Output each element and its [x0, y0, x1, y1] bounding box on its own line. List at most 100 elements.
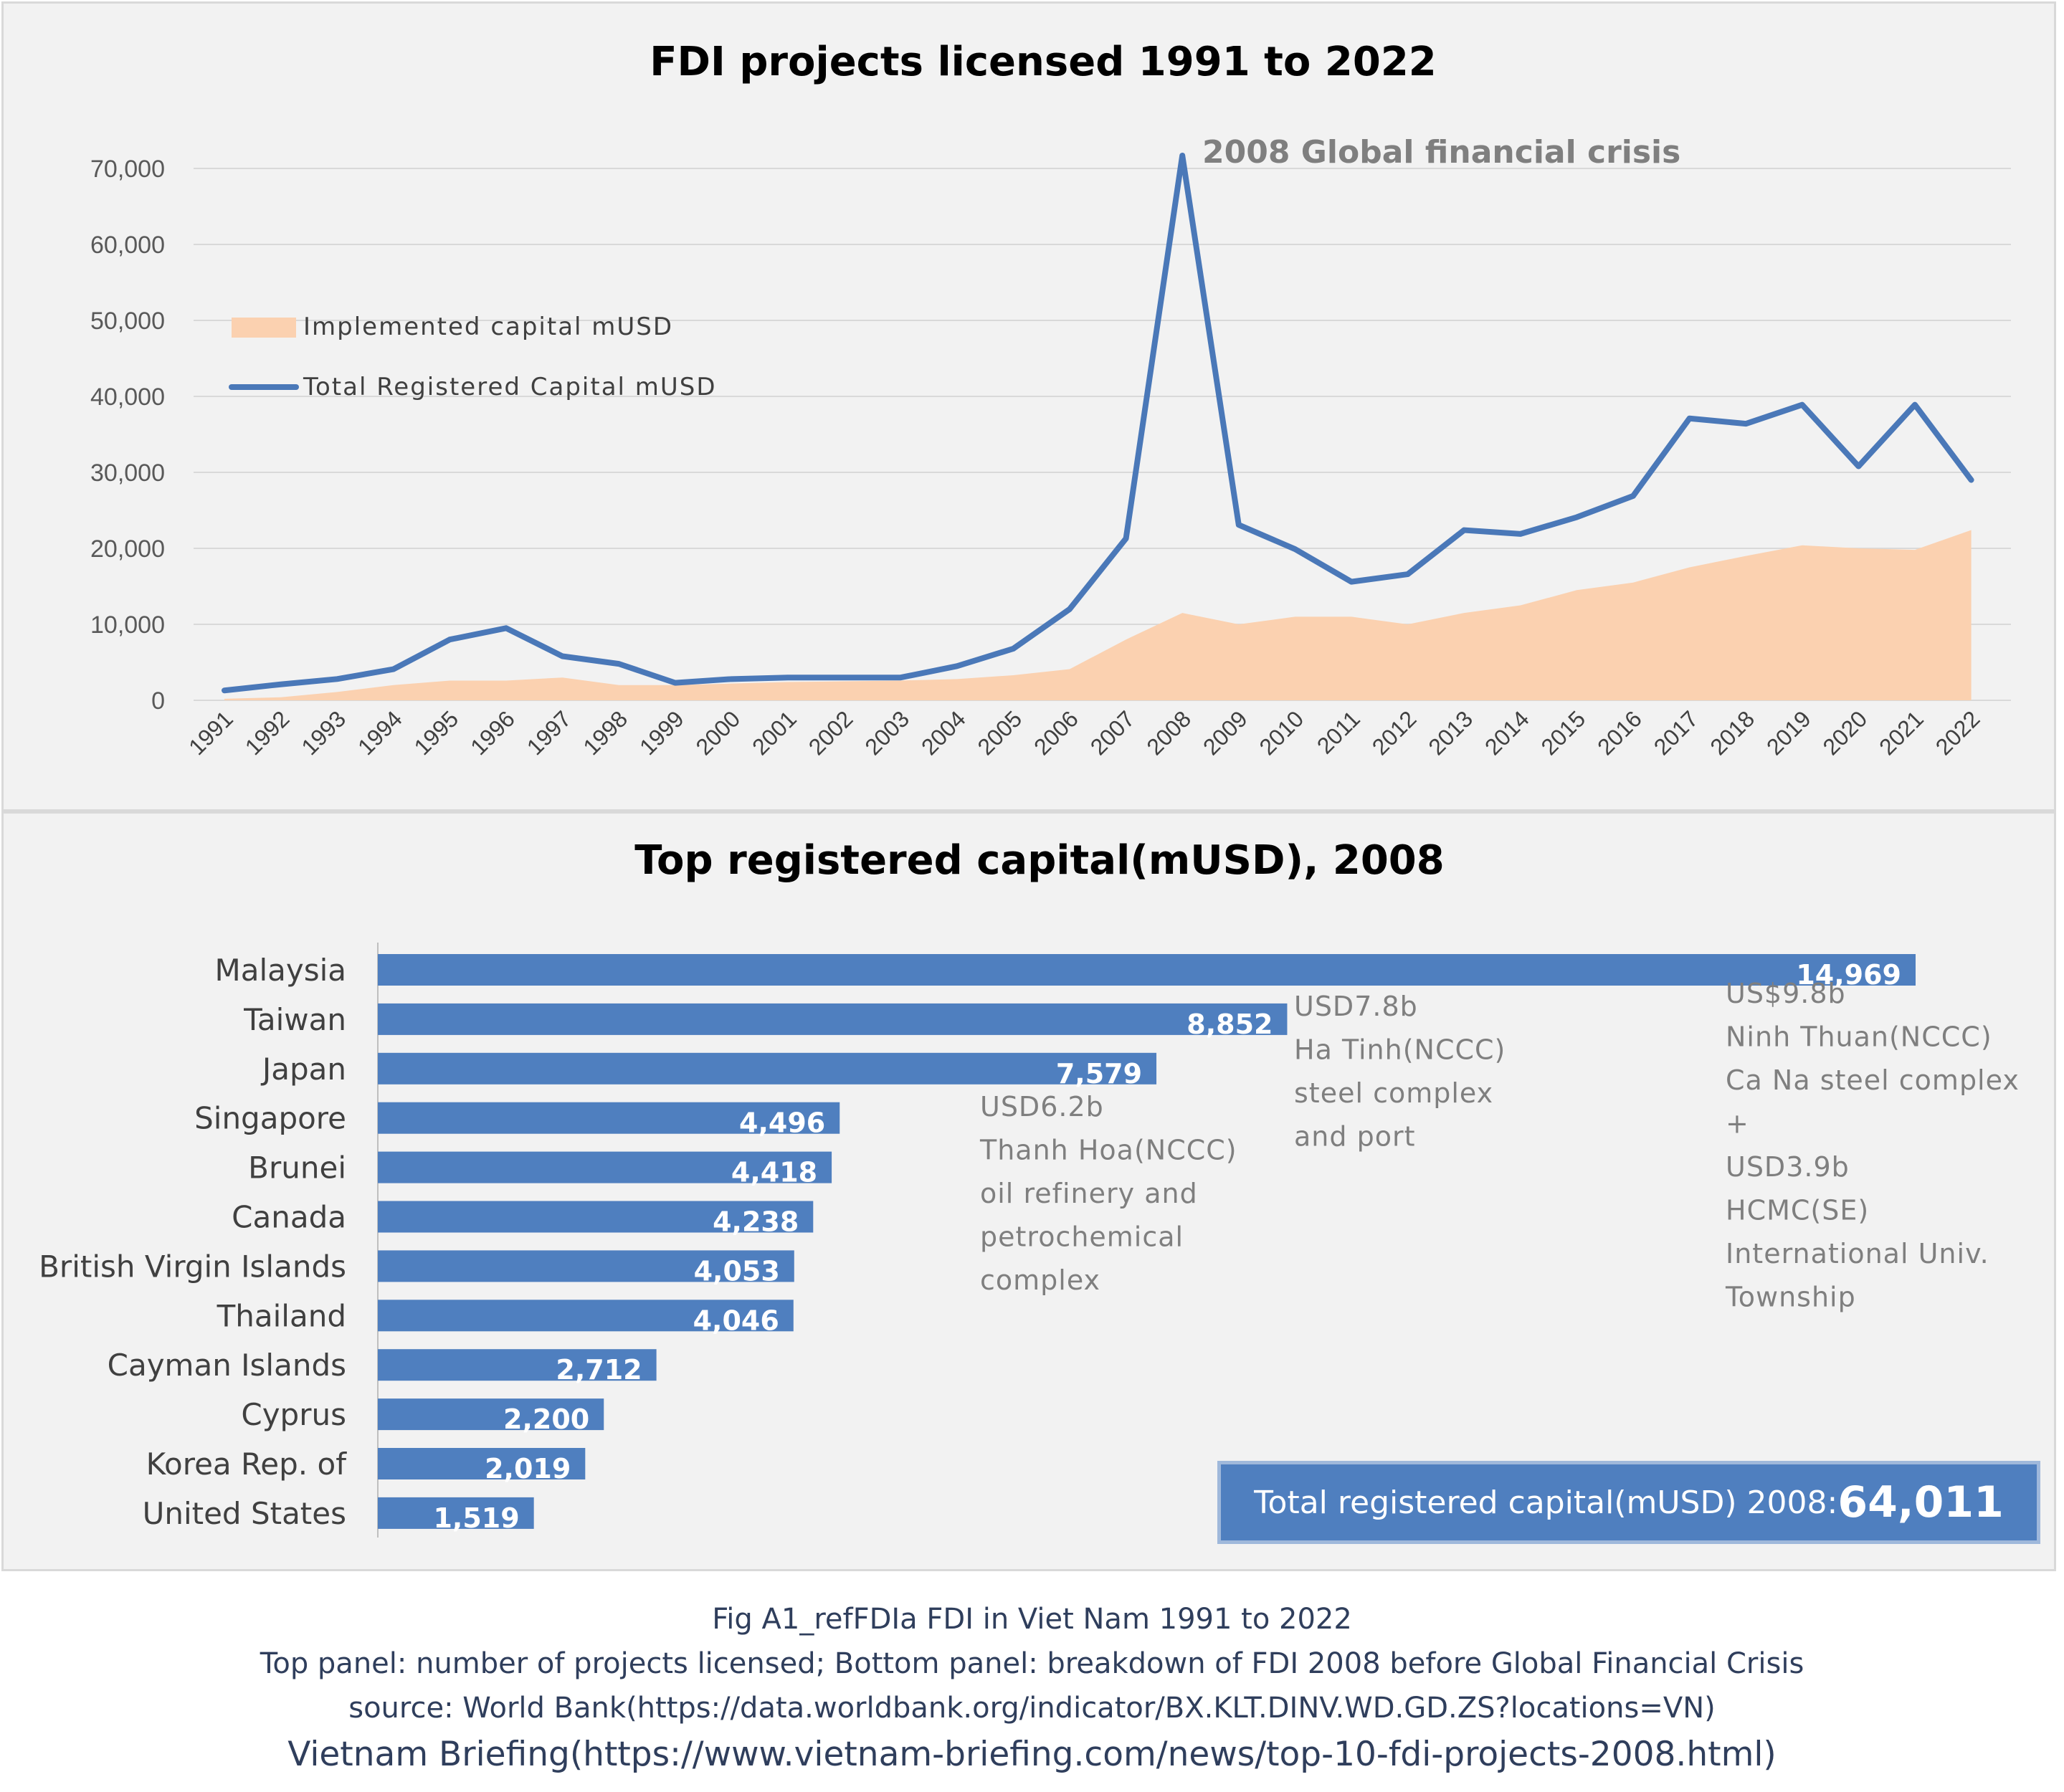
- project-note-line: +: [1726, 1108, 1749, 1140]
- category-label: Japan: [260, 1052, 346, 1087]
- project-note-line: Ca Na steel complex: [1726, 1064, 2020, 1096]
- bar-value-label: 4,496: [739, 1107, 825, 1139]
- bar: [378, 1448, 586, 1479]
- category-label: Brunei: [248, 1150, 346, 1186]
- x-tick-label: 2005: [973, 705, 1027, 760]
- bar: [378, 1102, 840, 1134]
- caption-line-3: source: World Bank(https://data.worldban…: [348, 1692, 1716, 1725]
- x-tick-label: 2020: [1818, 705, 1873, 760]
- category-label: British Virgin Islands: [39, 1249, 346, 1284]
- x-tick-label: 2010: [1255, 705, 1309, 760]
- y-tick-label: 20,000: [90, 535, 165, 563]
- total-registered-capital-box: Total registered capital(mUSD) 2008: 64,0…: [1217, 1461, 2040, 1544]
- category-label: Taiwan: [243, 1002, 346, 1037]
- bar-value-label: 8,852: [1186, 1009, 1273, 1040]
- line-chart-line-layer: [222, 152, 1974, 694]
- x-tick-label: 2000: [691, 705, 746, 760]
- x-tick-label: 2015: [1536, 705, 1591, 760]
- x-tick-label: 2012: [1367, 705, 1422, 760]
- category-label: Thailand: [217, 1298, 346, 1333]
- category-label: Singapore: [194, 1101, 346, 1136]
- y-tick-label: 10,000: [90, 611, 165, 639]
- project-note-line: Ha Tinh(NCCC): [1294, 1034, 1506, 1066]
- figure-caption: Fig A1_refFDIa FDI in Viet Nam 1991 to 2…: [0, 1597, 2064, 1779]
- category-label: Canada: [232, 1200, 346, 1235]
- category-label: Cyprus: [241, 1397, 346, 1432]
- bar: [378, 1201, 814, 1233]
- bar: [378, 1497, 534, 1529]
- total-label: Total registered capital(mUSD) 2008:: [1254, 1484, 1838, 1521]
- bar: [378, 1052, 1157, 1085]
- project-note-line: complex: [980, 1264, 1100, 1296]
- legend-label-implemented: Implemented capital mUSD: [303, 313, 673, 341]
- project-note-line: Township: [1725, 1282, 1856, 1313]
- bottom-chart-panel: Top registered capital(mUSD), 2008 Malay…: [1, 811, 2056, 1571]
- bar-chart-bars: Malaysia 14,969 Taiwan 8,852 Japan 7,579 Singa…: [39, 953, 1916, 1534]
- bar-chart-notes: USD6.2b Thanh Hoa(NCCC) oil refinery and pe…: [979, 978, 2020, 1313]
- x-tick-label: 2017: [1649, 705, 1703, 760]
- project-note-line: Thanh Hoa(NCCC): [979, 1135, 1237, 1166]
- bar-value-label: 2,200: [503, 1403, 589, 1435]
- x-tick-label: 2003: [860, 705, 914, 760]
- bar-value-label: 2,019: [485, 1453, 571, 1484]
- x-tick-label: 2002: [804, 705, 858, 760]
- bar-value-label: 2,712: [556, 1354, 642, 1386]
- project-note-line: US$9.8b: [1726, 978, 1846, 1009]
- line-total-registered-capital: [222, 152, 1974, 694]
- bar-value-label: 7,579: [1056, 1058, 1142, 1090]
- bar-chart-title: Top registered capital(mUSD), 2008: [634, 837, 1444, 884]
- bar-value-label: 1,519: [433, 1502, 519, 1534]
- x-tick-label: 2001: [747, 705, 802, 760]
- bar: [378, 1398, 604, 1431]
- x-tick-label: 1999: [634, 705, 689, 760]
- caption-line-2: Top panel: number of projects licensed; …: [260, 1647, 1804, 1680]
- y-tick-label: 60,000: [90, 232, 165, 259]
- line-chart: FDI projects licensed 1991 to 2022 0 10,0…: [90, 39, 2011, 760]
- x-tick-label: 2013: [1423, 705, 1478, 760]
- bar: [378, 1349, 657, 1381]
- x-tick-label: 2011: [1312, 705, 1365, 758]
- y-tick-label: 30,000: [90, 459, 165, 487]
- line-chart-title: FDI projects licensed 1991 to 2022: [650, 39, 1437, 85]
- category-label: United States: [143, 1496, 346, 1531]
- caption-line-4: Vietnam Briefing(https://www.vietnam-bri…: [287, 1735, 1777, 1774]
- project-note-line: HCMC(SE): [1726, 1195, 1869, 1226]
- bar-value-label: 4,053: [694, 1255, 780, 1287]
- project-note-line: USD3.9b: [1726, 1151, 1850, 1183]
- project-note-line: USD6.2b: [980, 1091, 1104, 1123]
- x-tick-label: 1991: [184, 705, 238, 760]
- x-tick-label: 2021: [1874, 705, 1929, 760]
- project-note-line: USD7.8b: [1294, 991, 1418, 1022]
- project-note-line: International Univ.: [1726, 1238, 1989, 1269]
- category-label: Korea Rep. of: [146, 1447, 348, 1482]
- total-value: 64,011: [1837, 1477, 2004, 1528]
- y-tick-label: 40,000: [90, 383, 165, 411]
- bar: [378, 954, 1916, 986]
- line-chart-y-ticks: 0 10,000 20,000 30,000 40,000 50,000 60,000 70,…: [90, 156, 165, 715]
- x-tick-label: 2006: [1029, 705, 1083, 760]
- x-tick-label: 2009: [1198, 705, 1252, 760]
- x-tick-label: 1996: [465, 705, 520, 760]
- crisis-annotation: 2008 Global financial crisis: [1202, 134, 1680, 171]
- x-tick-label: 2022: [1931, 705, 1985, 760]
- x-tick-label: 1997: [522, 705, 576, 760]
- bar: [378, 1300, 794, 1332]
- x-tick-label: 2016: [1592, 705, 1647, 760]
- x-tick-label: 1993: [296, 705, 351, 760]
- bar: [378, 1151, 832, 1183]
- y-tick-label: 50,000: [90, 308, 165, 335]
- bar-value-label: 14,969: [1796, 959, 1901, 991]
- y-tick-label: 70,000: [90, 156, 165, 183]
- x-tick-label: 1998: [578, 705, 632, 760]
- category-label: Cayman Islands: [108, 1348, 346, 1383]
- x-tick-label: 1995: [409, 705, 464, 760]
- x-tick-label: 2008: [1141, 705, 1196, 760]
- bar-value-label: 4,046: [693, 1305, 779, 1336]
- line-chart-grid: [194, 168, 2011, 701]
- project-note-line: steel complex: [1294, 1077, 1493, 1109]
- x-tick-label: 2018: [1705, 705, 1759, 760]
- project-note-line: and port: [1294, 1121, 1415, 1153]
- x-tick-label: 2004: [916, 705, 971, 760]
- x-tick-label: 1994: [353, 705, 407, 760]
- x-tick-label: 2019: [1761, 705, 1816, 760]
